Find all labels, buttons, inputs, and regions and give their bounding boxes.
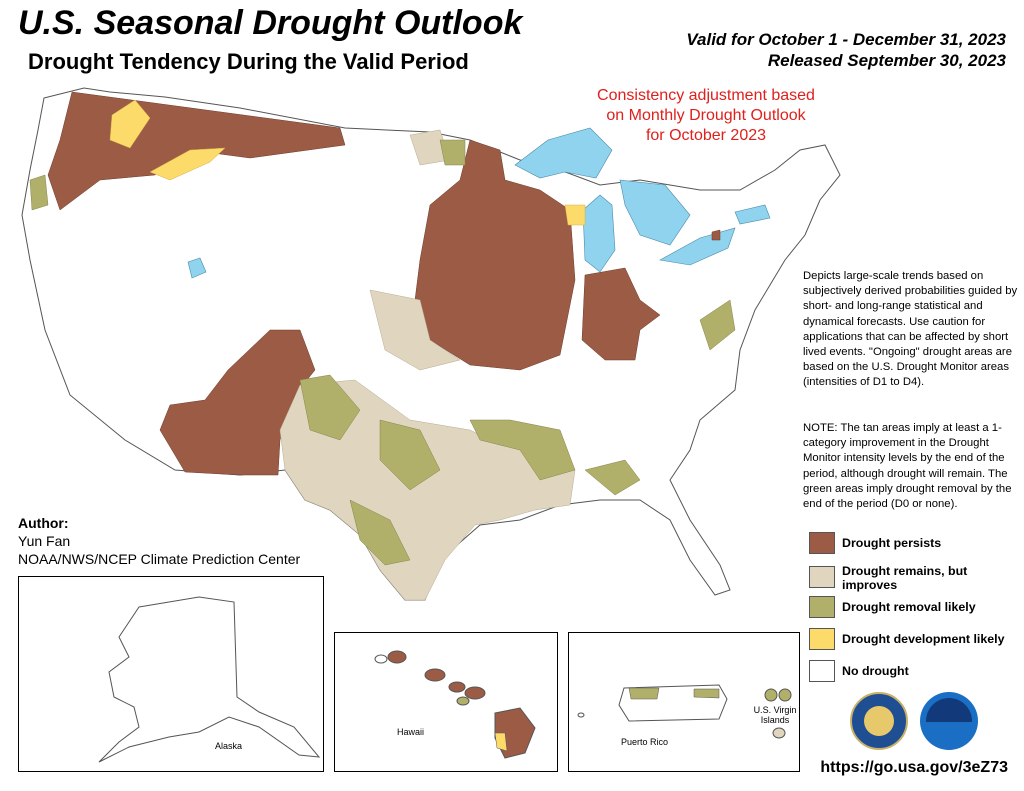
eagle-icon <box>864 706 894 736</box>
valid-period: Valid for October 1 - December 31, 2023 <box>686 30 1006 49</box>
legend-swatch-development <box>809 628 835 650</box>
legend-label-no-drought: No drought <box>842 664 909 678</box>
legend-swatch-improves <box>809 566 835 588</box>
commerce-seal <box>850 692 908 750</box>
legend-label-improves: Drought remains, but improves <box>842 564 968 592</box>
author-heading: Author: <box>18 515 69 531</box>
legend-swatch-no-drought <box>809 660 835 682</box>
puerto-rico-label: Puerto Rico <box>621 737 669 747</box>
puerto-rico-inset: Puerto Rico U.S. Virgin Islands <box>568 632 800 772</box>
drought-removal-areas <box>29 139 736 566</box>
legend-swatch-removal <box>809 596 835 618</box>
legend-swatch-persists <box>809 532 835 554</box>
source-link[interactable]: https://go.usa.gov/3eZ73 <box>820 759 1008 776</box>
description-text: Depicts large-scale trends based on subj… <box>803 270 1018 389</box>
release-date: Released September 30, 2023 <box>767 51 1006 70</box>
legend-label-development: Drought development likely <box>842 632 1005 646</box>
alaska-outline <box>98 596 321 763</box>
legend-label-removal: Drought removal likely <box>842 600 976 614</box>
hawaii-inset: Hawaii <box>334 632 558 772</box>
note-text: NOTE: The tan areas imply at least a 1-c… <box>803 422 1012 511</box>
noaa-bird-icon <box>926 698 972 722</box>
map-title: U.S. Seasonal Drought Outlook <box>18 4 523 42</box>
legend-label-persists: Drought persists <box>842 536 942 550</box>
consistency-note: Consistency adjustment based on Monthly … <box>597 87 815 144</box>
lake-ontario <box>734 204 771 225</box>
author-name: Yun Fan <box>18 533 71 549</box>
noaa-logo <box>920 692 978 750</box>
lake-superior <box>514 127 613 179</box>
author-org: NOAA/NWS/NCEP Climate Prediction Center <box>18 551 301 567</box>
great-salt-lake <box>187 257 207 279</box>
usvi-label: U.S. Virgin Islands <box>753 705 797 725</box>
drought-development-areas <box>109 99 586 226</box>
map-subtitle: Drought Tendency During the Valid Period <box>28 49 469 74</box>
lake-huron <box>619 179 691 246</box>
alaska-inset: Alaska <box>18 576 324 772</box>
alaska-label: Alaska <box>215 741 243 751</box>
lake-michigan <box>582 194 616 273</box>
hawaii-label: Hawaii <box>397 727 425 737</box>
